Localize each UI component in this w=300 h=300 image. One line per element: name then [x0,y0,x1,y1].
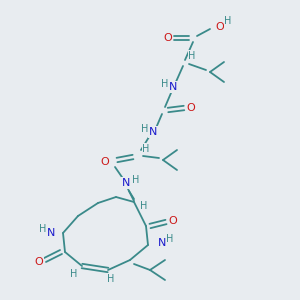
Text: H: H [141,124,149,134]
Text: N: N [169,82,177,92]
Text: N: N [158,238,166,248]
Text: H: H [142,144,150,154]
Text: O: O [164,33,172,43]
Text: O: O [169,216,177,226]
Text: H: H [39,224,47,234]
Text: H: H [70,269,78,279]
Text: H: H [161,79,169,89]
Text: O: O [34,257,43,267]
Text: O: O [216,22,224,32]
Text: H: H [140,201,148,211]
Text: N: N [122,178,130,188]
Text: H: H [188,51,196,61]
Text: N: N [149,127,157,137]
Text: H: H [107,274,115,284]
Text: O: O [187,103,195,113]
Text: N: N [47,228,55,238]
Text: H: H [224,16,232,26]
Text: H: H [166,234,174,244]
Text: O: O [100,157,109,167]
Text: H: H [132,175,140,185]
